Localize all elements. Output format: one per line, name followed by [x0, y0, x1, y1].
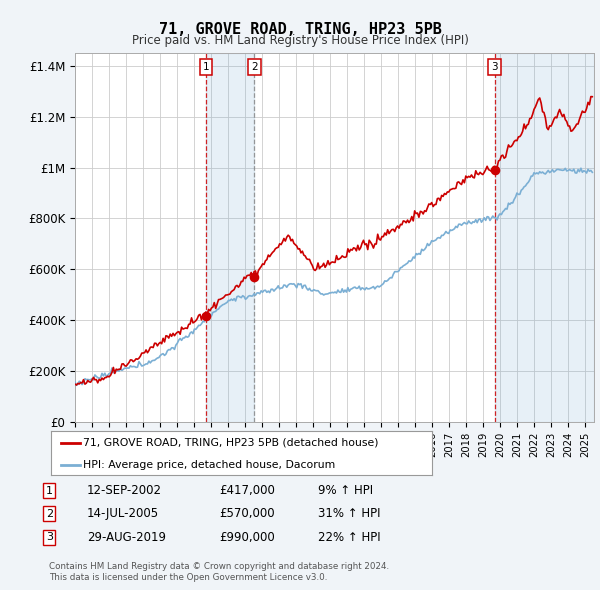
- Text: Price paid vs. HM Land Registry's House Price Index (HPI): Price paid vs. HM Land Registry's House …: [131, 34, 469, 47]
- Text: 14-JUL-2005: 14-JUL-2005: [87, 507, 159, 520]
- Text: 29-AUG-2019: 29-AUG-2019: [87, 531, 166, 544]
- Text: 31% ↑ HPI: 31% ↑ HPI: [318, 507, 380, 520]
- Text: 1: 1: [46, 486, 53, 496]
- Text: 1: 1: [203, 62, 209, 72]
- Text: £417,000: £417,000: [219, 484, 275, 497]
- Bar: [206, 53, 254, 422]
- Text: £990,000: £990,000: [219, 531, 275, 544]
- Text: £570,000: £570,000: [219, 507, 275, 520]
- Text: 2: 2: [46, 509, 53, 519]
- Text: 3: 3: [491, 62, 498, 72]
- Text: 9% ↑ HPI: 9% ↑ HPI: [318, 484, 373, 497]
- Text: This data is licensed under the Open Government Licence v3.0.: This data is licensed under the Open Gov…: [49, 573, 328, 582]
- Text: Contains HM Land Registry data © Crown copyright and database right 2024.: Contains HM Land Registry data © Crown c…: [49, 562, 389, 571]
- Point: [250, 272, 259, 281]
- Text: HPI: Average price, detached house, Dacorum: HPI: Average price, detached house, Daco…: [83, 460, 335, 470]
- Point: [490, 165, 499, 175]
- Text: 71, GROVE ROAD, TRING, HP23 5PB: 71, GROVE ROAD, TRING, HP23 5PB: [158, 22, 442, 37]
- Text: 12-SEP-2002: 12-SEP-2002: [87, 484, 162, 497]
- Point: [202, 311, 211, 320]
- Text: 3: 3: [46, 533, 53, 542]
- Bar: [494, 53, 594, 422]
- Text: 71, GROVE ROAD, TRING, HP23 5PB (detached house): 71, GROVE ROAD, TRING, HP23 5PB (detache…: [83, 438, 379, 448]
- Text: 22% ↑ HPI: 22% ↑ HPI: [318, 531, 380, 544]
- Text: 2: 2: [251, 62, 257, 72]
